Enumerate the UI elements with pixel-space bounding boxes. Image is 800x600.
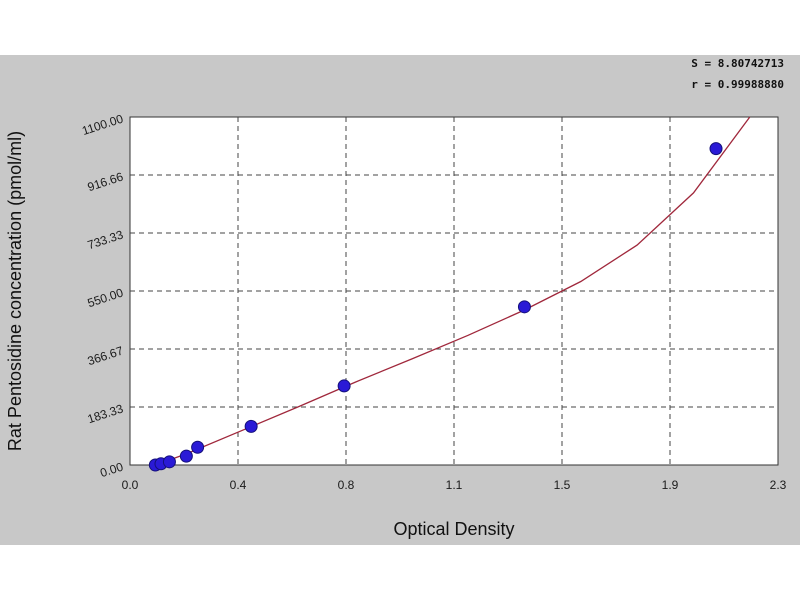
x-tick-label: 0.8	[338, 478, 355, 492]
x-tick-label: 2.3	[770, 478, 787, 492]
data-point	[191, 440, 205, 454]
data-points	[148, 142, 723, 472]
x-tick-label: 1.9	[662, 478, 679, 492]
x-tick-label: 0.4	[230, 478, 247, 492]
y-tick-label: 916.66	[86, 169, 126, 194]
stat-s-value: S = 8.80742713	[691, 57, 784, 70]
y-tick-label: 0.00	[98, 459, 125, 480]
x-tick-label: 1.1	[446, 478, 463, 492]
data-point	[337, 379, 351, 393]
fit-curve-group	[155, 116, 751, 466]
x-tick-labels: 0.0 0.4 0.8 1.1 1.5 1.9 2.3	[122, 478, 787, 492]
data-point	[244, 419, 258, 433]
standard-curve-chart: 0.0 0.4 0.8 1.1 1.5 1.9 2.3 0.00 183.33 366.67 55…	[5, 57, 787, 539]
grid-lines	[130, 117, 778, 465]
y-tick-label: 183.33	[86, 401, 126, 426]
x-axis-title: Optical Density	[393, 519, 514, 539]
y-axis-title: Rat Pentosidine concentration (pmol/ml)	[5, 131, 25, 451]
data-point	[179, 449, 193, 463]
y-tick-label: 1100.00	[80, 111, 125, 138]
data-point	[517, 300, 531, 314]
fit-curve-line	[155, 116, 751, 466]
y-tick-label: 550.00	[86, 285, 126, 310]
y-tick-label: 733.33	[86, 227, 126, 252]
y-tick-label: 366.67	[86, 343, 126, 368]
data-point	[709, 142, 723, 156]
x-tick-label: 1.5	[554, 478, 571, 492]
data-point	[162, 455, 176, 469]
stat-r-value: r = 0.99988880	[691, 78, 784, 91]
chart-panel: 0.0 0.4 0.8 1.1 1.5 1.9 2.3 0.00 183.33 366.67 55…	[0, 55, 800, 545]
y-tick-labels: 0.00 183.33 366.67 550.00 733.33 916.66 1100.0…	[80, 111, 125, 480]
x-tick-label: 0.0	[122, 478, 139, 492]
